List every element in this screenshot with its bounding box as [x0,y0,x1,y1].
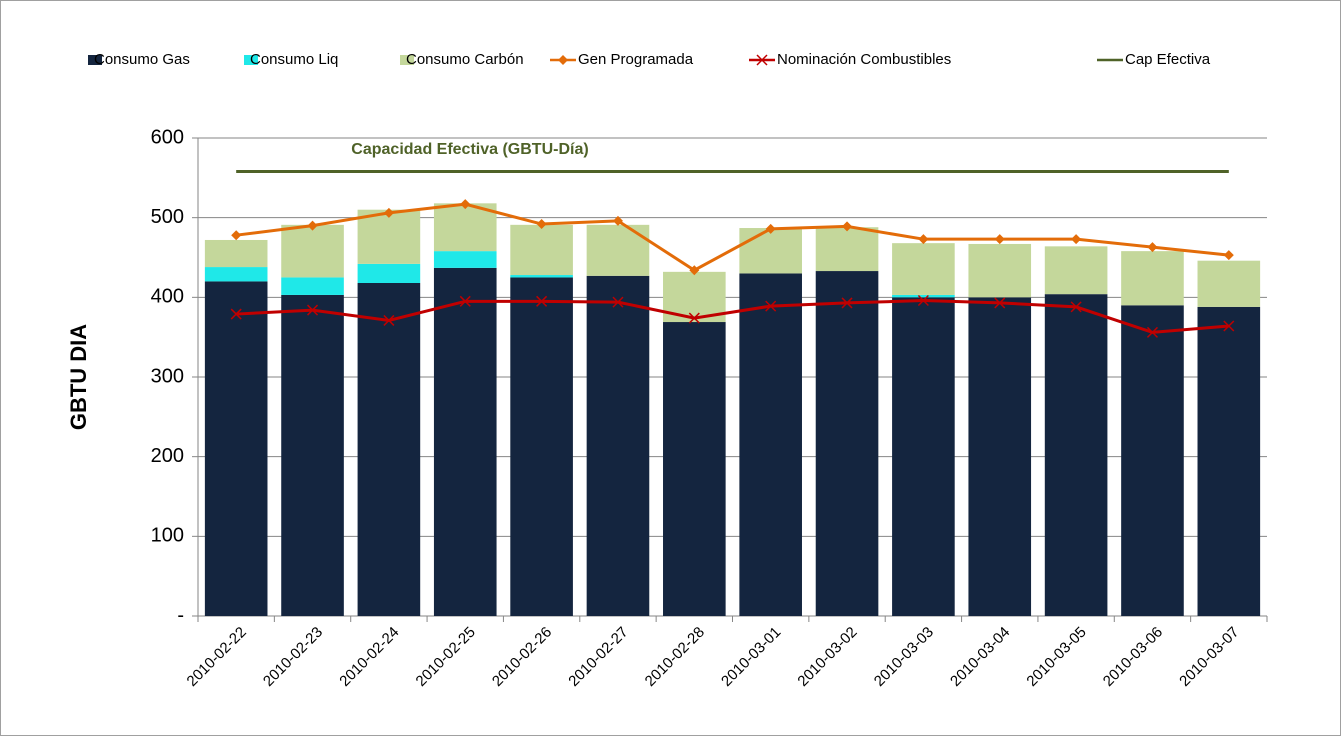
bar-segment [892,294,955,298]
legend-swatch [88,55,102,65]
marker [688,312,700,324]
bar-segment [739,228,802,274]
marker [230,308,242,320]
legend-swatch [400,55,414,65]
line [235,202,1229,272]
marker [841,297,853,309]
bar-segment [1197,260,1261,307]
marker [307,304,319,316]
bar-segment [815,227,879,272]
marker [765,300,777,312]
bar-segment [433,203,497,252]
marker [842,221,853,232]
annotation: Capacidad Efectiva (GBTU-Día) [351,141,588,158]
bar-segment [433,267,497,616]
bar-segment [357,263,421,283]
bar-segment [739,273,802,616]
legend-label: Consumo Carbón [406,51,524,68]
y-tick-label: 500 [151,206,184,228]
marker [231,230,242,241]
marker [612,296,624,308]
y-tick-label: 400 [151,286,184,308]
bar-segment [586,224,650,276]
marker [460,199,471,210]
bar-segment [357,282,421,616]
legend-label: Nominación Combustibles [777,51,951,68]
bar-segment [892,297,955,616]
marker [1071,234,1082,245]
marker [1223,320,1235,332]
bar-segment [1044,294,1108,616]
bar-segment [586,275,650,616]
marker [1223,250,1234,261]
marker [765,223,776,234]
marker [917,294,929,307]
legend-label: Consumo Gas [94,51,190,68]
line [236,299,1229,334]
bar-segment [968,243,1032,298]
legend-label: Gen Programada [578,51,694,68]
bar-segment [204,267,268,282]
bar-segment [892,243,955,295]
legend-marker [756,54,768,66]
bar-segment [1044,246,1108,295]
y-axis-label: GBTU DIA [66,324,91,430]
bar-segment [815,271,879,616]
legend-label: Consumo Liq [250,51,338,68]
bar-segment [968,297,1032,616]
marker [1147,242,1158,253]
marker [1146,326,1158,338]
y-tick-label: 300 [151,365,184,387]
y-tick-label: - [177,604,184,626]
bar-segment [1197,306,1261,616]
legend-marker [558,55,568,65]
marker [383,314,395,326]
y-tick-label: 200 [151,445,184,467]
y-tick-label: 600 [151,126,184,148]
marker [383,207,394,218]
marker [918,234,929,245]
marker [536,295,548,307]
bar-segment [357,209,421,264]
bar-segment [1121,305,1184,616]
bar-segment [281,224,344,278]
bar-segment [510,224,573,276]
marker [1070,301,1082,313]
bar-segment [510,277,573,616]
bar-segment [281,294,344,616]
marker [994,297,1006,309]
marker [689,265,700,276]
bar-segment [433,251,497,268]
bar-segment [663,322,726,616]
legend-label: Cap Efectiva [1125,51,1211,68]
bar-segment [204,239,268,268]
marker [994,234,1005,245]
bar-segment [1121,251,1184,306]
y-tick-label: 100 [151,525,184,547]
bar-segment [510,275,573,278]
marker [612,215,623,226]
bar-segment [204,281,268,616]
marker [536,219,547,230]
legend-swatch [244,55,258,65]
marker [307,220,318,231]
marker [459,295,471,307]
bar-segment [281,277,344,295]
